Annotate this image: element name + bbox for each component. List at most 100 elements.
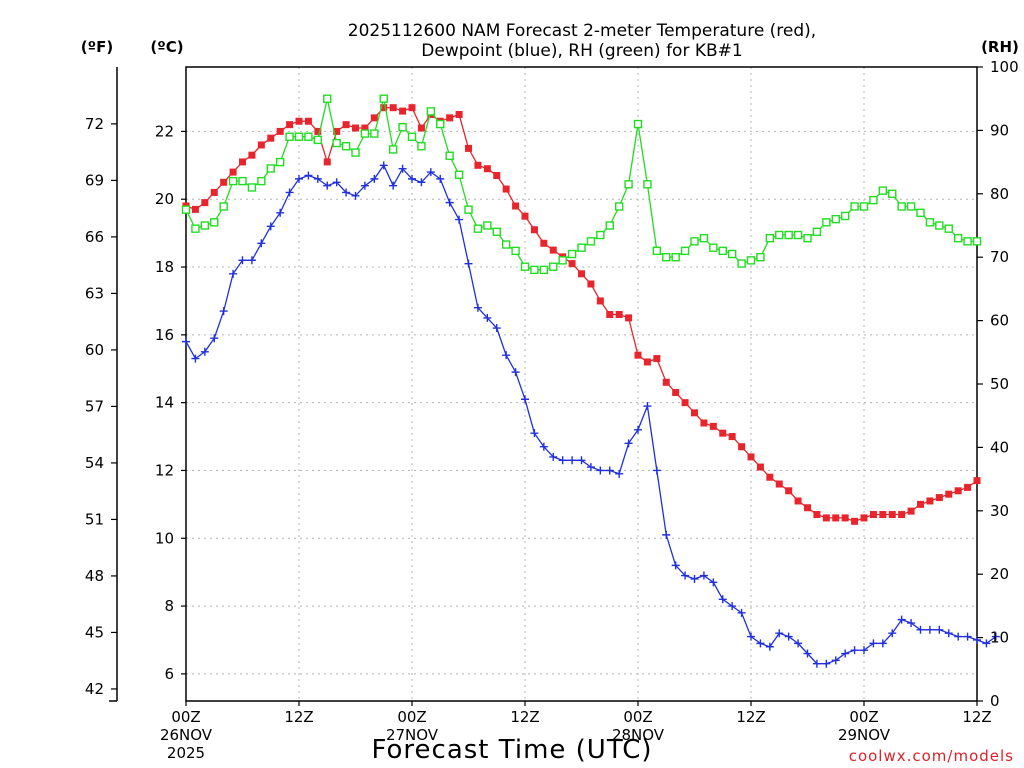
- dewpoint-point: [464, 259, 473, 268]
- temperature-point: [323, 158, 331, 166]
- dewpoint-point: [408, 174, 416, 183]
- dewpoint-point: [916, 625, 925, 634]
- rh-point: [727, 249, 737, 259]
- rh-point: [680, 246, 690, 256]
- temperature-point: [907, 507, 915, 515]
- fahrenheit-tick-label: 57: [85, 397, 104, 415]
- rh-point: [464, 205, 473, 214]
- dewpoint-point: [690, 574, 699, 583]
- dewpoint-point: [822, 659, 831, 668]
- dewpoint-point: [907, 619, 916, 628]
- rh-point: [709, 243, 718, 252]
- temperature-point: [399, 107, 407, 115]
- dewpoint-point: [831, 656, 840, 665]
- rh-point: [756, 252, 765, 262]
- temperature-point: [248, 151, 256, 159]
- rh-point: [398, 123, 407, 132]
- rh-point: [520, 262, 530, 271]
- dewpoint-point: [332, 178, 341, 187]
- rh-point: [332, 138, 341, 148]
- dewpoint-point: [991, 632, 1000, 641]
- temperature-point: [756, 463, 764, 471]
- temperature-point: [596, 297, 604, 305]
- rh-point: [511, 246, 520, 256]
- temperature-point: [822, 514, 830, 522]
- temperature-point: [653, 355, 661, 363]
- rh-point: [953, 233, 963, 243]
- dewpoint-point: [615, 469, 624, 478]
- rh-tick-label: 10: [990, 629, 1009, 647]
- rh-point: [614, 202, 624, 211]
- dewpoint-point: [370, 174, 379, 183]
- celsius-tick-label: 18: [155, 258, 174, 276]
- dewpoint-point: [860, 646, 868, 655]
- dewpoint-point: [511, 368, 520, 377]
- dewpoint-point: [634, 425, 642, 434]
- rh-point: [916, 208, 925, 218]
- rh-point: [360, 129, 370, 138]
- temperature-point: [295, 117, 303, 125]
- dewpoint-point: [699, 571, 708, 580]
- dewpoint-point: [266, 222, 275, 231]
- rh-point: [407, 132, 417, 141]
- temperature-point: [954, 487, 962, 495]
- temperature-point: [201, 199, 209, 207]
- rh-point: [878, 186, 888, 195]
- dewpoint-point: [718, 595, 727, 604]
- temperature-point: [267, 134, 275, 142]
- temperature-point: [370, 114, 378, 122]
- rh-point: [803, 233, 812, 243]
- temperature-point: [380, 104, 388, 112]
- dewpoint-point: [445, 198, 454, 207]
- temperature-point: [841, 514, 849, 522]
- rh-point: [690, 237, 699, 246]
- rh-point: [275, 157, 285, 167]
- fahrenheit-tick-label: 45: [85, 623, 104, 641]
- rh-tick-label: 80: [990, 185, 1009, 203]
- dewpoint-point: [662, 530, 671, 539]
- dewpoint-point: [492, 324, 501, 333]
- dewpoint-point: [558, 456, 567, 465]
- rh-point: [417, 142, 426, 151]
- x-tick-label: 12Z: [284, 708, 313, 726]
- dewpoint-point: [737, 608, 746, 617]
- dewpoint-point: [596, 466, 605, 475]
- dewpoint-point: [426, 168, 435, 177]
- temperature-point: [672, 388, 680, 396]
- dewpoint-point: [954, 632, 963, 641]
- temperature-point: [775, 480, 783, 488]
- temperature-point: [521, 212, 529, 220]
- dewpoint-point: [841, 649, 850, 658]
- fahrenheit-tick-label: 69: [85, 171, 104, 189]
- dewpoint-point: [191, 354, 200, 363]
- dewpoint-point: [276, 208, 285, 217]
- dewpoint-point: [935, 625, 944, 634]
- temperature-point: [709, 422, 717, 430]
- rh-point: [793, 230, 803, 240]
- fahrenheit-unit-label: (ºF): [81, 38, 113, 56]
- rh-point: [501, 240, 511, 249]
- rh-point: [294, 132, 304, 141]
- dewpoint-point: [398, 164, 407, 173]
- temperature-point: [304, 117, 312, 125]
- temperature-point: [832, 514, 840, 522]
- rh-tick-label: 20: [990, 565, 1009, 583]
- rh-point: [944, 224, 953, 233]
- fahrenheit-tick-label: 51: [85, 510, 104, 528]
- temperature-point: [917, 500, 924, 508]
- rh-point: [219, 202, 228, 211]
- rh-tick-label: 90: [990, 121, 1009, 139]
- rh-point: [247, 183, 257, 192]
- temperature-point: [804, 504, 811, 512]
- dewpoint-point: [379, 161, 388, 170]
- dewpoint-point: [803, 649, 812, 658]
- temperature-point: [964, 483, 972, 491]
- dewpoint-point: [963, 632, 972, 641]
- x-tick-date-label: 29NOV: [838, 726, 891, 744]
- temperature-point: [549, 246, 557, 254]
- rh-point: [539, 265, 549, 275]
- rh-point: [313, 135, 323, 145]
- rh-point: [436, 119, 445, 129]
- temperature-point: [361, 124, 369, 132]
